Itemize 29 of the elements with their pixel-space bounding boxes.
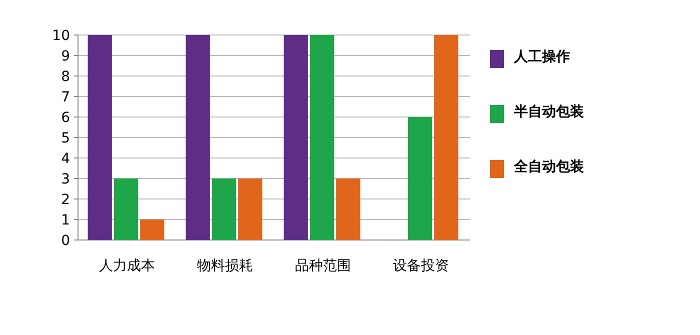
y-tick-label: 6 [61,110,70,126]
y-tick-label: 7 [61,90,70,106]
x-tick-label: 人力成本 [99,258,155,274]
x-tick-label: 物料损耗 [197,258,253,274]
bar [310,35,334,240]
y-tick-label: 3 [61,172,70,188]
y-tick-label: 1 [61,212,70,228]
bar [140,220,164,240]
bar [186,35,210,240]
bar [212,178,236,240]
bar [434,35,458,240]
y-tick-label: 2 [61,192,70,208]
legend-label: 半自动包装 [513,104,584,120]
y-tick-label: 0 [61,233,70,249]
legend-label: 全自动包装 [513,159,584,175]
bar [284,35,308,240]
bar [336,178,360,240]
y-tick-label: 5 [61,130,70,146]
y-tick-label: 8 [61,69,70,85]
bar [408,117,432,240]
bar [238,178,262,240]
x-tick-label: 品种范围 [295,258,351,274]
bar [88,35,112,240]
y-tick-label: 9 [61,48,70,64]
y-tick-label: 4 [61,151,70,167]
bar [114,178,138,240]
legend-label: 人工操作 [513,49,570,65]
x-tick-label: 设备投资 [393,258,449,274]
y-tick-label: 10 [52,28,70,44]
